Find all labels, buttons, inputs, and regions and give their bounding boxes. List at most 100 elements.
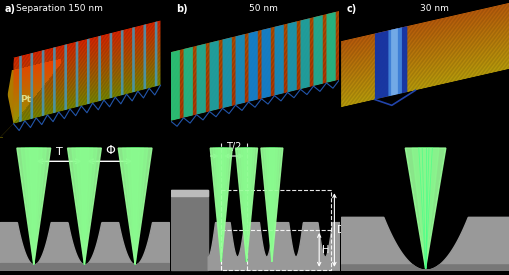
Polygon shape xyxy=(13,52,160,91)
Polygon shape xyxy=(35,65,38,94)
Polygon shape xyxy=(13,54,160,93)
Polygon shape xyxy=(170,67,339,109)
Polygon shape xyxy=(13,44,160,82)
Polygon shape xyxy=(154,21,157,87)
Polygon shape xyxy=(341,26,509,65)
Polygon shape xyxy=(341,28,509,68)
Polygon shape xyxy=(75,41,78,108)
Polygon shape xyxy=(0,58,13,138)
Polygon shape xyxy=(13,80,160,120)
Polygon shape xyxy=(261,148,282,262)
Polygon shape xyxy=(13,62,160,101)
Polygon shape xyxy=(341,25,509,64)
Polygon shape xyxy=(235,34,244,105)
Polygon shape xyxy=(170,25,339,67)
Polygon shape xyxy=(13,31,160,69)
Polygon shape xyxy=(170,32,339,74)
Polygon shape xyxy=(6,72,9,130)
Polygon shape xyxy=(19,56,22,122)
Text: a): a) xyxy=(5,4,16,14)
Polygon shape xyxy=(170,21,339,64)
Polygon shape xyxy=(313,15,322,86)
Polygon shape xyxy=(13,81,160,120)
Polygon shape xyxy=(269,148,274,262)
Polygon shape xyxy=(15,69,18,119)
Text: T/2: T/2 xyxy=(226,142,241,152)
Polygon shape xyxy=(341,36,509,75)
Polygon shape xyxy=(13,83,160,122)
Polygon shape xyxy=(46,62,49,78)
Polygon shape xyxy=(341,32,509,71)
Polygon shape xyxy=(390,28,397,96)
Polygon shape xyxy=(27,67,31,102)
Polygon shape xyxy=(47,62,50,77)
Polygon shape xyxy=(341,11,509,50)
Polygon shape xyxy=(67,148,101,265)
Polygon shape xyxy=(341,46,509,86)
Polygon shape xyxy=(13,61,160,100)
Polygon shape xyxy=(170,27,339,69)
Polygon shape xyxy=(13,84,160,123)
Polygon shape xyxy=(13,26,160,64)
Polygon shape xyxy=(170,36,339,78)
Polygon shape xyxy=(341,61,509,101)
Polygon shape xyxy=(13,85,160,138)
Polygon shape xyxy=(170,74,339,116)
Polygon shape xyxy=(411,148,438,268)
Polygon shape xyxy=(341,51,509,90)
Text: D: D xyxy=(336,225,344,235)
Polygon shape xyxy=(55,60,59,67)
Polygon shape xyxy=(341,53,509,92)
Polygon shape xyxy=(13,25,160,63)
Polygon shape xyxy=(13,36,160,74)
Polygon shape xyxy=(170,66,339,108)
Text: 30 nm: 30 nm xyxy=(419,4,447,13)
Polygon shape xyxy=(170,24,339,66)
Polygon shape xyxy=(13,37,160,75)
Polygon shape xyxy=(49,61,52,75)
Polygon shape xyxy=(170,34,339,76)
Polygon shape xyxy=(341,42,509,82)
Polygon shape xyxy=(209,40,218,111)
Polygon shape xyxy=(170,190,207,196)
Polygon shape xyxy=(274,24,283,96)
Polygon shape xyxy=(196,44,206,115)
Polygon shape xyxy=(13,39,160,77)
Polygon shape xyxy=(13,58,160,97)
Polygon shape xyxy=(170,20,339,62)
Polygon shape xyxy=(31,53,33,119)
Polygon shape xyxy=(30,148,38,265)
Polygon shape xyxy=(170,49,339,91)
Polygon shape xyxy=(13,79,160,118)
Polygon shape xyxy=(30,66,33,100)
Polygon shape xyxy=(4,72,7,133)
Polygon shape xyxy=(374,26,407,100)
Polygon shape xyxy=(341,48,509,87)
Polygon shape xyxy=(53,47,55,113)
Polygon shape xyxy=(122,148,148,265)
Polygon shape xyxy=(170,13,339,55)
Polygon shape xyxy=(0,73,4,138)
Polygon shape xyxy=(121,30,123,96)
Polygon shape xyxy=(341,69,509,138)
Polygon shape xyxy=(40,64,44,86)
Polygon shape xyxy=(170,78,339,120)
Polygon shape xyxy=(341,27,509,66)
Polygon shape xyxy=(170,69,339,112)
Polygon shape xyxy=(238,148,254,262)
Polygon shape xyxy=(13,26,160,64)
Polygon shape xyxy=(13,46,160,85)
Polygon shape xyxy=(13,54,160,92)
Polygon shape xyxy=(170,13,339,56)
Polygon shape xyxy=(36,65,39,92)
Polygon shape xyxy=(13,75,160,114)
Polygon shape xyxy=(170,65,339,107)
Polygon shape xyxy=(13,68,160,107)
Polygon shape xyxy=(341,37,509,77)
Polygon shape xyxy=(341,59,509,98)
Polygon shape xyxy=(13,72,160,111)
Polygon shape xyxy=(341,12,509,51)
Polygon shape xyxy=(13,50,160,88)
Polygon shape xyxy=(263,148,279,262)
Polygon shape xyxy=(170,61,339,103)
